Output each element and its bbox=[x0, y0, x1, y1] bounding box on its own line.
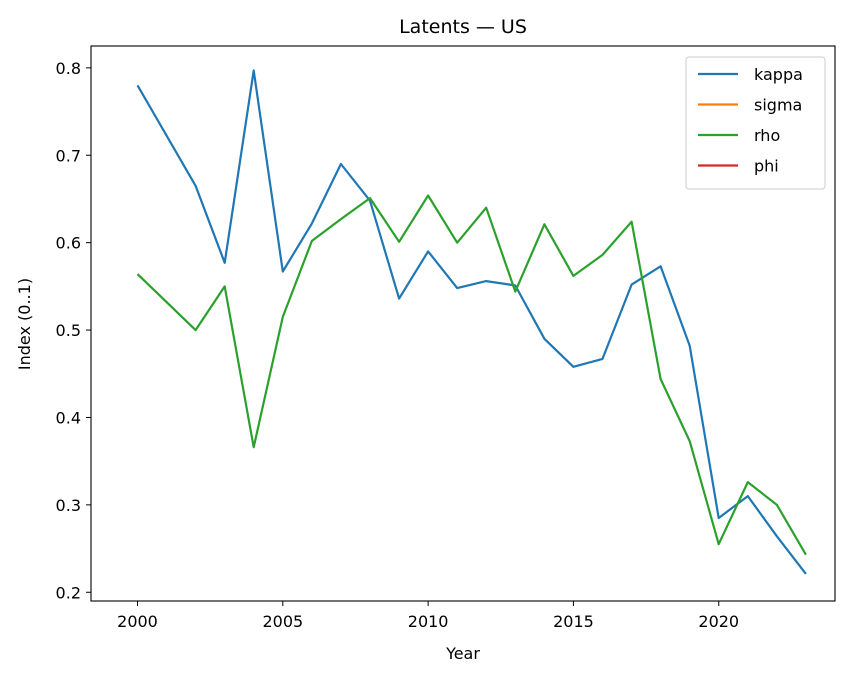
y-tick-label: 0.8 bbox=[56, 59, 81, 78]
y-tick-label: 0.6 bbox=[56, 234, 81, 253]
plot-frame bbox=[90, 45, 836, 602]
y-axis: 0.2 0.3 0.4 0.5 0.6 0.7 0.8 bbox=[56, 59, 91, 602]
x-axis-label: Year bbox=[445, 644, 480, 663]
y-tick-label: 0.2 bbox=[56, 583, 81, 602]
series-lines bbox=[136, 69, 807, 575]
y-tick-label: 0.7 bbox=[56, 146, 81, 165]
legend-box bbox=[685, 56, 826, 190]
chart-title: Latents — US bbox=[399, 16, 527, 38]
legend-label-phi: phi bbox=[754, 157, 779, 176]
y-tick-label: 0.4 bbox=[56, 408, 81, 427]
y-tick-label: 0.5 bbox=[56, 321, 81, 340]
x-tick-label: 2020 bbox=[698, 612, 739, 631]
x-tick-label: 2015 bbox=[553, 612, 594, 631]
legend-label-kappa: kappa bbox=[754, 65, 803, 84]
x-axis: 2000 2005 2010 2015 2020 bbox=[117, 601, 739, 631]
series-line-kappa bbox=[136, 69, 807, 575]
x-tick-label: 2010 bbox=[408, 612, 449, 631]
series-line-rho bbox=[136, 194, 807, 556]
legend-label-sigma: sigma bbox=[754, 96, 802, 115]
y-axis-label: Index (0..1) bbox=[15, 278, 34, 370]
x-tick-label: 2000 bbox=[117, 612, 158, 631]
y-tick-label: 0.3 bbox=[56, 496, 81, 515]
legend-label-rho: rho bbox=[754, 126, 780, 145]
x-tick-label: 2005 bbox=[262, 612, 303, 631]
legend: kappa sigma rho phi bbox=[685, 56, 826, 190]
